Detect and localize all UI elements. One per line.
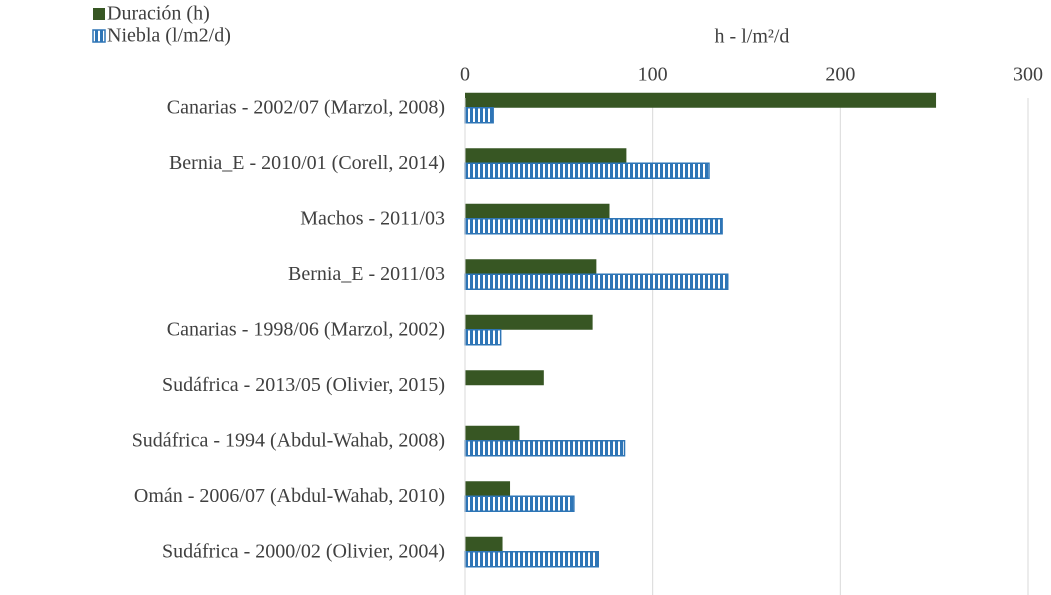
axis-title: h - l/m²/d — [715, 26, 790, 48]
bar — [465, 148, 627, 164]
legend-marker — [92, 29, 106, 43]
y-tick-label: Canarias - 1998/06 (Marzol, 2002) — [167, 318, 445, 340]
y-tick-label: Machos - 2011/03 — [300, 207, 445, 229]
bar — [464, 218, 723, 235]
bar — [464, 551, 599, 568]
bar — [464, 107, 494, 124]
legend-label: Duración (h) — [107, 3, 210, 25]
y-tick-label: Bernia_E - 2010/01 (Corell, 2014) — [169, 152, 445, 174]
x-tick-label: 100 — [638, 64, 668, 86]
x-tick-label: 0 — [460, 64, 470, 86]
bar — [465, 203, 610, 219]
bar — [464, 329, 502, 346]
y-tick-label: Sudáfrica - 1994 (Abdul-Wahab, 2008) — [132, 429, 445, 451]
bar — [464, 273, 729, 290]
y-tick-label: Sudáfrica - 2013/05 (Olivier, 2015) — [162, 374, 445, 396]
legend-marker — [93, 8, 105, 20]
x-tick-label: 200 — [825, 64, 855, 86]
bar — [465, 314, 593, 330]
bar — [465, 536, 503, 552]
bar — [464, 162, 710, 179]
legend-label: Niebla (l/m2/d) — [107, 25, 231, 47]
bar — [465, 370, 544, 386]
bar — [465, 425, 520, 441]
x-tick-label: 300 — [1013, 64, 1043, 86]
bar — [465, 481, 511, 497]
bar — [464, 440, 626, 457]
bar — [465, 92, 937, 108]
y-tick-label: Bernia_E - 2011/03 — [288, 263, 445, 285]
y-tick-label: Canarias - 2002/07 (Marzol, 2008) — [167, 96, 445, 118]
y-tick-label: Sudáfrica - 2000/02 (Olivier, 2004) — [162, 540, 445, 562]
bar — [465, 259, 597, 275]
y-tick-label: Omán - 2006/07 (Abdul-Wahab, 2010) — [134, 485, 445, 507]
bar — [464, 495, 575, 512]
